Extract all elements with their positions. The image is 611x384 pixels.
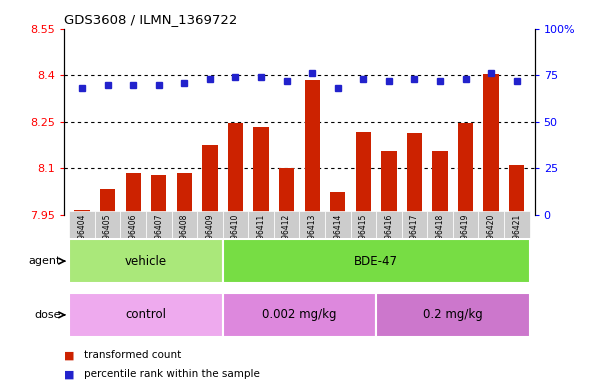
Bar xyxy=(69,239,222,283)
Text: GSM496419: GSM496419 xyxy=(461,214,470,260)
Bar xyxy=(504,211,530,261)
Text: 0.2 mg/kg: 0.2 mg/kg xyxy=(423,308,483,321)
Bar xyxy=(299,211,325,261)
Bar xyxy=(228,122,243,215)
Text: ■: ■ xyxy=(64,369,78,379)
Bar xyxy=(222,211,248,261)
Text: vehicle: vehicle xyxy=(125,255,167,268)
Text: GSM496408: GSM496408 xyxy=(180,214,189,260)
Bar xyxy=(69,211,95,261)
Bar xyxy=(509,165,524,215)
Bar xyxy=(453,211,478,261)
Text: GSM496418: GSM496418 xyxy=(436,214,445,260)
Bar xyxy=(197,211,222,261)
Text: GSM496407: GSM496407 xyxy=(154,214,163,260)
Text: GSM496410: GSM496410 xyxy=(231,214,240,260)
Bar xyxy=(325,211,351,261)
Text: control: control xyxy=(125,308,166,321)
Text: GSM496420: GSM496420 xyxy=(486,214,496,260)
Bar xyxy=(248,211,274,261)
Text: GSM496414: GSM496414 xyxy=(333,214,342,260)
Text: GSM496405: GSM496405 xyxy=(103,214,112,260)
Bar xyxy=(478,211,504,261)
Text: GSM496417: GSM496417 xyxy=(410,214,419,260)
Bar xyxy=(304,80,320,215)
Bar xyxy=(100,189,115,215)
Bar xyxy=(95,211,120,261)
Text: percentile rank within the sample: percentile rank within the sample xyxy=(84,369,260,379)
Bar xyxy=(381,151,397,215)
Bar xyxy=(151,175,166,215)
Bar xyxy=(274,211,299,261)
Text: GSM496416: GSM496416 xyxy=(384,214,393,260)
Text: GSM496406: GSM496406 xyxy=(129,214,137,260)
Text: transformed count: transformed count xyxy=(84,350,181,360)
Text: GSM496421: GSM496421 xyxy=(512,214,521,260)
Text: GSM496415: GSM496415 xyxy=(359,214,368,260)
Bar xyxy=(125,173,141,215)
Text: GSM496412: GSM496412 xyxy=(282,214,291,260)
Bar xyxy=(120,211,146,261)
Bar xyxy=(172,211,197,261)
Bar xyxy=(69,293,222,337)
Text: ■: ■ xyxy=(64,350,78,360)
Bar xyxy=(330,192,345,215)
Bar xyxy=(483,74,499,215)
Bar xyxy=(376,211,401,261)
Text: GSM496404: GSM496404 xyxy=(78,214,87,260)
Bar xyxy=(401,211,427,261)
Bar xyxy=(202,145,218,215)
Bar xyxy=(222,293,376,337)
Text: agent: agent xyxy=(29,256,61,266)
Bar xyxy=(427,211,453,261)
Bar xyxy=(351,211,376,261)
Bar xyxy=(75,210,90,215)
Bar xyxy=(407,133,422,215)
Bar xyxy=(433,151,448,215)
Text: GDS3608 / ILMN_1369722: GDS3608 / ILMN_1369722 xyxy=(64,13,238,26)
Bar xyxy=(254,127,269,215)
Bar xyxy=(279,168,295,215)
Text: BDE-47: BDE-47 xyxy=(354,255,398,268)
Bar xyxy=(222,239,530,283)
Bar xyxy=(356,132,371,215)
Bar xyxy=(177,173,192,215)
Text: GSM496413: GSM496413 xyxy=(308,214,316,260)
Bar xyxy=(458,122,474,215)
Text: GSM496409: GSM496409 xyxy=(205,214,214,260)
Bar xyxy=(146,211,172,261)
Bar xyxy=(376,293,530,337)
Text: 0.002 mg/kg: 0.002 mg/kg xyxy=(262,308,337,321)
Text: dose: dose xyxy=(35,310,61,320)
Text: GSM496411: GSM496411 xyxy=(257,214,266,260)
